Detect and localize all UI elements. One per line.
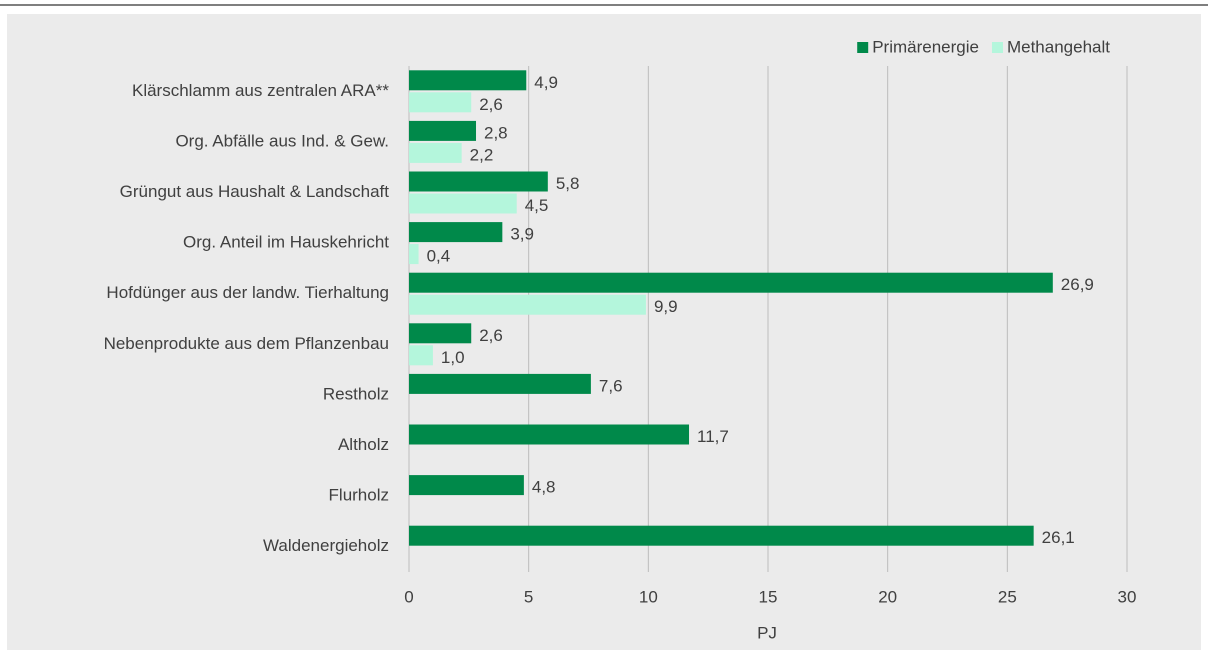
x-tick-label: 5 bbox=[524, 587, 533, 606]
legend-swatch bbox=[857, 42, 869, 53]
x-tick-label: 0 bbox=[404, 587, 413, 606]
y-tick-label: Nebenprodukte aus dem Pflanzenbau bbox=[104, 334, 389, 353]
y-tick-label: Klärschlamm aus zentralen ARA** bbox=[132, 81, 389, 100]
bar bbox=[409, 193, 517, 214]
legend-label: Methangehalt bbox=[1007, 37, 1110, 56]
data-label: 5,8 bbox=[556, 174, 580, 193]
legend-label: Primärenergie bbox=[872, 37, 979, 56]
data-label: 2,2 bbox=[470, 145, 494, 164]
bar bbox=[409, 171, 548, 192]
bar bbox=[409, 70, 527, 91]
x-axis-label: PJ bbox=[757, 623, 777, 642]
y-tick-label: Org. Abfälle aus Ind. & Gew. bbox=[175, 131, 389, 150]
bar bbox=[409, 222, 503, 243]
y-tick-label: Altholz bbox=[338, 435, 389, 454]
bar bbox=[409, 92, 472, 113]
plot-panel bbox=[7, 14, 1201, 650]
data-label: 9,9 bbox=[654, 297, 678, 316]
data-label: 2,6 bbox=[479, 326, 503, 345]
data-label: 4,9 bbox=[534, 73, 558, 92]
data-label: 4,8 bbox=[532, 478, 556, 497]
y-tick-label: Grüngut aus Haushalt & Landschaft bbox=[120, 182, 390, 201]
bar bbox=[409, 244, 419, 265]
data-label: 26,9 bbox=[1061, 275, 1094, 294]
x-tick-label: 15 bbox=[759, 587, 778, 606]
bar bbox=[409, 475, 524, 496]
bar bbox=[409, 142, 462, 163]
data-label: 2,8 bbox=[484, 123, 508, 142]
x-tick-label: 30 bbox=[1118, 587, 1137, 606]
y-tick-label: Org. Anteil im Hauskehricht bbox=[183, 233, 389, 252]
y-tick-label: Restholz bbox=[323, 384, 389, 403]
bar bbox=[409, 294, 646, 315]
data-label: 4,5 bbox=[525, 196, 549, 215]
data-label: 26,1 bbox=[1042, 528, 1075, 547]
data-label: 11,7 bbox=[697, 427, 729, 446]
data-label: 7,6 bbox=[599, 376, 623, 395]
bar bbox=[409, 424, 690, 445]
bar bbox=[409, 323, 472, 344]
data-label: 2,6 bbox=[479, 95, 503, 114]
data-label: 0,4 bbox=[427, 247, 451, 266]
bar bbox=[409, 120, 477, 141]
bar bbox=[409, 345, 433, 366]
x-tick-label: 25 bbox=[998, 587, 1017, 606]
bar bbox=[409, 525, 1034, 546]
bar bbox=[409, 373, 591, 394]
x-tick-label: 10 bbox=[639, 587, 658, 606]
data-label: 1,0 bbox=[441, 348, 465, 367]
y-tick-label: Hofdünger aus der landw. Tierhaltung bbox=[106, 283, 389, 302]
legend-swatch bbox=[991, 42, 1003, 53]
y-tick-label: Waldenergieholz bbox=[263, 536, 389, 555]
x-tick-label: 20 bbox=[878, 587, 897, 606]
bar bbox=[409, 272, 1053, 293]
y-tick-label: Flurholz bbox=[329, 486, 389, 505]
data-label: 3,9 bbox=[510, 225, 534, 244]
